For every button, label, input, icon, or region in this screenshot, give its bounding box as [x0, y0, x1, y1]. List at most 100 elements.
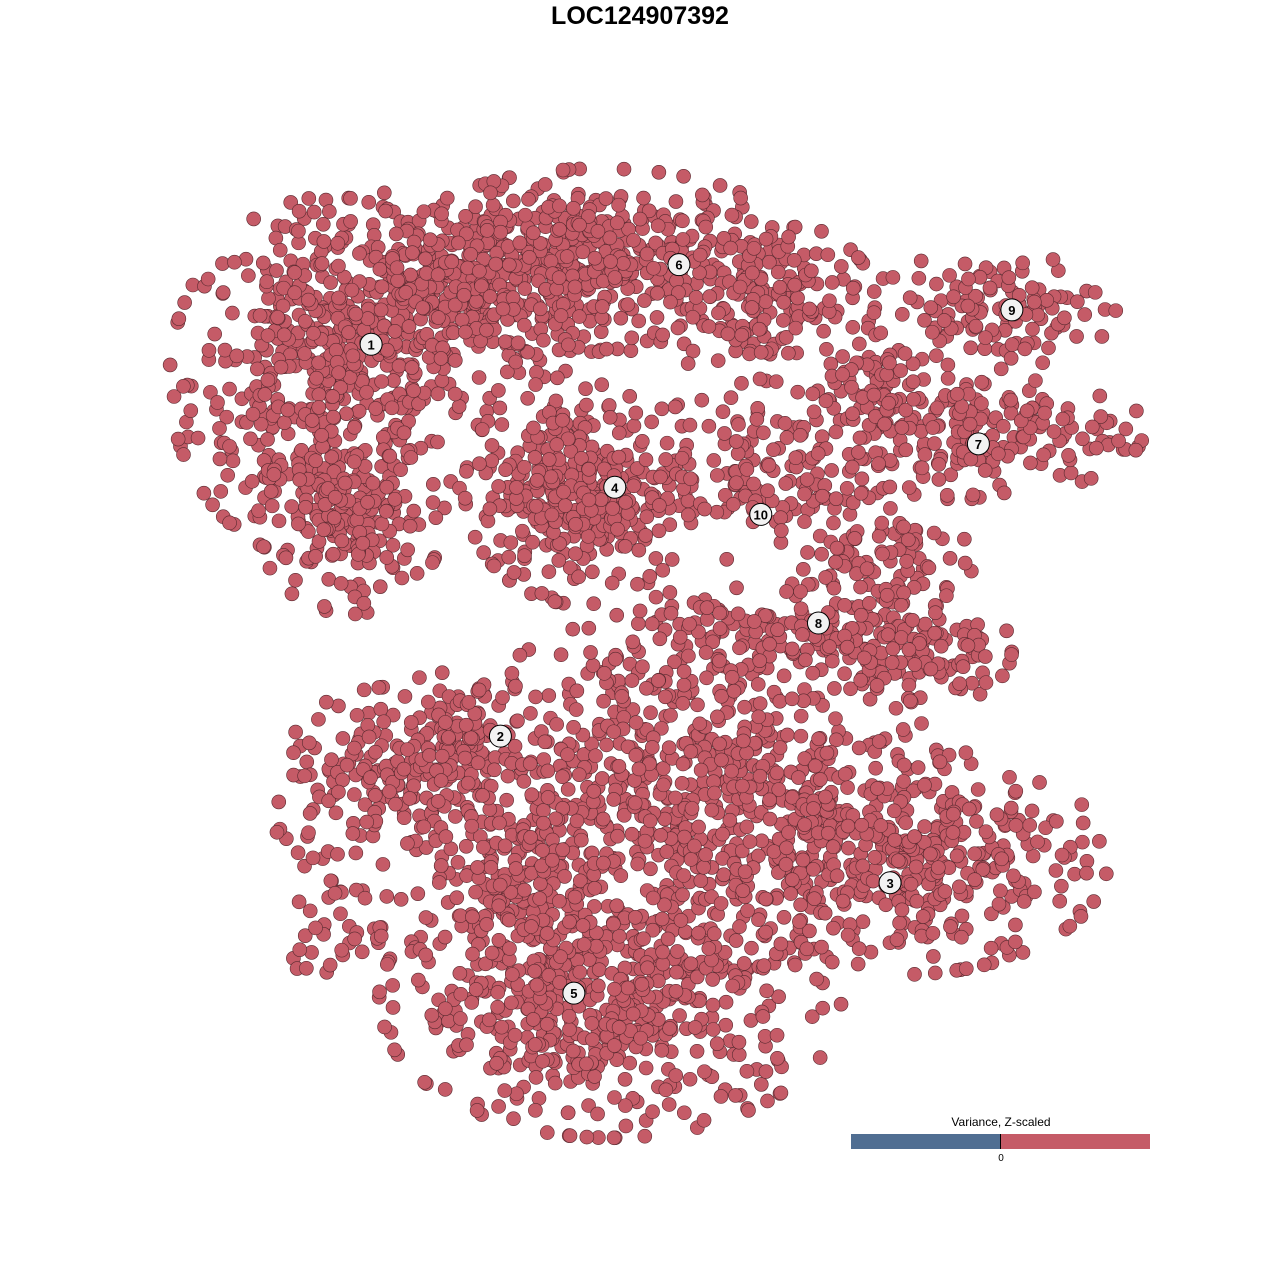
cell-point-cluster-5 — [595, 811, 611, 827]
cell-point-cluster-9 — [968, 318, 984, 334]
cell-point-cluster-6 — [609, 215, 625, 231]
cell-point-cluster-8 — [884, 655, 900, 670]
cell-point-cluster-5 — [639, 681, 654, 696]
cell-point-cluster-8 — [853, 485, 869, 501]
cell-point-cluster-6 — [624, 330, 640, 346]
cell-point-cluster-1 — [508, 354, 524, 370]
cell-point-cluster-6 — [641, 203, 657, 219]
cell-point-cluster-5 — [758, 891, 774, 907]
cell-point-cluster-1 — [387, 323, 403, 339]
cell-point-cluster-5 — [658, 1082, 674, 1098]
cell-point-cluster-5 — [532, 891, 547, 906]
cell-point-cluster-3 — [889, 932, 905, 947]
cell-point-cluster-6 — [521, 250, 537, 265]
cell-point-cluster-5 — [555, 842, 570, 857]
cell-point-cluster-6 — [786, 252, 802, 268]
cell-point-cluster-2 — [382, 784, 397, 799]
cell-point-cluster-6 — [416, 204, 432, 219]
cell-point-cluster-5 — [792, 914, 807, 929]
cell-point-cluster-5 — [504, 967, 520, 982]
cell-point-cluster-5 — [584, 1016, 600, 1031]
cell-point-cluster-9 — [961, 271, 976, 287]
cell-point-cluster-5 — [627, 795, 643, 811]
cell-point-cluster-1 — [225, 453, 241, 469]
cell-point-cluster-9 — [1035, 355, 1050, 371]
cell-point-cluster-5 — [492, 877, 508, 893]
cell-point-cluster-5 — [759, 983, 774, 999]
cell-point-cluster-5 — [676, 664, 692, 679]
cell-point-cluster-4 — [529, 472, 545, 488]
cell-point-cluster-1 — [365, 475, 381, 491]
cell-point-cluster-3 — [1002, 769, 1017, 785]
cell-point-cluster-8 — [828, 554, 843, 570]
cell-point-cluster-7 — [818, 393, 834, 409]
cell-point-cluster-4 — [580, 529, 596, 544]
cell-point-cluster-7 — [1019, 403, 1035, 419]
cell-point-cluster-3 — [807, 891, 822, 906]
cell-point-cluster-6 — [702, 289, 718, 304]
cell-point-cluster-5 — [691, 925, 706, 941]
cell-point-cluster-4 — [501, 549, 517, 565]
cell-point-cluster-4 — [528, 377, 543, 392]
cell-point-cluster-5 — [499, 792, 514, 808]
cell-point-cluster-5 — [562, 1022, 577, 1037]
cell-point-cluster-7 — [819, 341, 834, 357]
cell-point-cluster-5 — [479, 917, 494, 932]
cell-point-cluster-1 — [372, 261, 388, 277]
cell-point-cluster-6 — [772, 279, 788, 295]
cell-point-cluster-5 — [828, 711, 843, 726]
cell-point-cluster-5 — [840, 780, 855, 795]
cell-point-cluster-5 — [651, 673, 666, 688]
cell-point-cluster-3 — [867, 850, 883, 865]
cell-point-cluster-2 — [331, 784, 346, 800]
cell-point-cluster-5 — [660, 931, 676, 947]
cell-point-cluster-3 — [1024, 803, 1040, 819]
cell-point-cluster-1 — [222, 439, 237, 454]
cell-point-cluster-6 — [444, 254, 460, 270]
cell-point-cluster-1 — [210, 395, 225, 410]
legend-title: Variance, Z-scaled — [951, 1115, 1051, 1129]
cell-point-cluster-4 — [459, 464, 474, 479]
cell-point-cluster-5 — [612, 928, 627, 944]
cell-point-cluster-3 — [925, 925, 941, 941]
cell-point-cluster-8 — [712, 621, 728, 636]
cell-point-cluster-6 — [390, 273, 405, 288]
cell-point-cluster-5 — [683, 744, 699, 759]
cell-point-cluster-4 — [457, 490, 473, 506]
cell-point-cluster-4 — [492, 400, 508, 416]
cell-point-cluster-5 — [523, 830, 538, 845]
cell-point-cluster-3 — [898, 815, 914, 831]
cell-point-cluster-5 — [611, 1020, 627, 1035]
cell-point-cluster-1 — [334, 533, 350, 549]
cell-point-cluster-2 — [363, 770, 378, 785]
cell-point-cluster-8 — [815, 488, 830, 504]
cell-point-cluster-3 — [989, 807, 1005, 822]
cell-point-cluster-3 — [791, 770, 806, 785]
cell-point-cluster-1 — [430, 386, 446, 402]
cell-point-cluster-4 — [534, 586, 550, 601]
cell-point-cluster-3 — [958, 745, 974, 761]
color-legend-bar — [851, 1134, 1150, 1149]
cell-point-cluster-8 — [1004, 647, 1019, 662]
cell-point-cluster-9 — [902, 290, 918, 306]
cell-point-cluster-3 — [865, 873, 881, 889]
cell-point-cluster-6 — [646, 260, 661, 276]
legend-low-segment — [851, 1134, 1000, 1149]
cell-point-cluster-8 — [893, 597, 909, 613]
cell-point-cluster-4 — [655, 562, 671, 578]
cell-point-cluster-1 — [454, 312, 470, 328]
cell-point-cluster-5 — [506, 1111, 521, 1126]
cell-point-cluster-5 — [710, 709, 725, 725]
cell-point-cluster-5 — [739, 1063, 755, 1079]
cell-point-cluster-4 — [628, 405, 644, 421]
cell-point-cluster-4 — [639, 509, 655, 525]
cell-point-cluster-2 — [323, 873, 339, 889]
cell-point-cluster-5 — [746, 614, 762, 629]
cell-point-cluster-5 — [740, 903, 755, 918]
cell-point-cluster-5 — [826, 920, 841, 936]
cell-point-cluster-1 — [529, 365, 544, 380]
cell-point-cluster-2 — [348, 845, 364, 861]
cell-point-cluster-5 — [815, 1000, 831, 1016]
cell-point-cluster-2 — [302, 903, 318, 919]
cell-point-cluster-3 — [894, 902, 910, 918]
